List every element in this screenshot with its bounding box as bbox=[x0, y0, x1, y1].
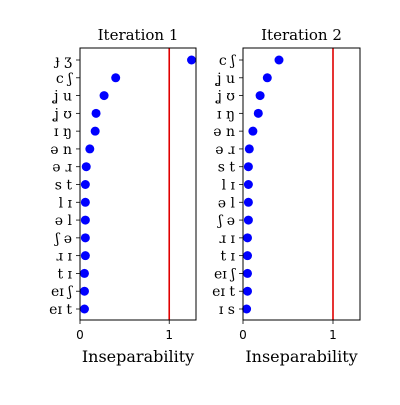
panel-1-y-tick-label-0: ɟ ʒ bbox=[53, 53, 72, 69]
panel-2-y-tick-label-10: ɹ ɪ bbox=[219, 231, 235, 247]
panel-2-point-2 bbox=[255, 91, 265, 101]
panel-1-point-2 bbox=[99, 91, 109, 101]
panel-1-y-tick-label-5: ə n bbox=[50, 142, 72, 158]
panel-1-point-4 bbox=[90, 126, 100, 136]
panel-1-y-tick-label-13: eɪ ʃ bbox=[51, 284, 73, 300]
panel-1-point-0 bbox=[187, 55, 197, 65]
panel-2-point-12 bbox=[243, 268, 252, 278]
panel-2-title: Iteration 2 bbox=[261, 26, 342, 44]
panel-2-y-tick-label-13: eɪ t bbox=[212, 284, 235, 300]
panel-1-point-8 bbox=[80, 197, 90, 207]
panel-1-y-tick-label-12: t ɪ bbox=[57, 266, 72, 282]
panel-1-y-tick-label-8: l ɪ bbox=[59, 195, 73, 211]
panel-2-y-tick-label-7: l ɪ bbox=[222, 178, 236, 194]
panel-2-point-0 bbox=[274, 55, 284, 65]
panel-2-y-tick-label-0: c ʃ bbox=[219, 53, 236, 69]
panel-2-point-7 bbox=[243, 180, 253, 189]
panel-2-y-tick-label-1: ʝ u bbox=[214, 71, 235, 87]
panel-1-y-tick-label-4: ɪ ŋ bbox=[54, 124, 72, 140]
panel-1-point-7 bbox=[80, 180, 90, 189]
panel-1-y-tick-label-7: s t bbox=[55, 178, 73, 194]
panel-2-y-tick-label-5: ə ɹ bbox=[215, 142, 235, 158]
panel-1-y-tick-label-6: ə ɹ bbox=[52, 160, 72, 176]
panel-1-y-tick-label-11: ɹ ɪ bbox=[56, 249, 72, 265]
panel-1-x-tick-label-1: 1 bbox=[165, 328, 173, 342]
panel-2-y-tick-label-4: ə n bbox=[213, 124, 235, 140]
panel-1-y-tick-label-10: ʃ ə bbox=[53, 231, 72, 247]
panel-2-y-tick-label-8: ə l bbox=[218, 195, 236, 211]
panel-1-frame bbox=[79, 47, 197, 321]
panel-1-point-5 bbox=[85, 144, 95, 154]
panel-1-point-13 bbox=[79, 286, 89, 296]
panel-1-y-tick-label-1: c ʃ bbox=[56, 71, 73, 87]
panel-1-y-tick-label-9: ə l bbox=[55, 213, 73, 229]
panel-2-y-tick-label-2: ʝ ʊ bbox=[215, 89, 235, 105]
panel-1-x-axis-label: Inseparability bbox=[82, 347, 194, 366]
panel-1-point-14 bbox=[79, 304, 89, 314]
panel-2-point-14 bbox=[242, 304, 252, 314]
panel-1-point-6 bbox=[81, 162, 91, 172]
panel-1-point-1 bbox=[111, 73, 121, 83]
panel-2: Iteration 2 Inseparability c ʃ ʝ u ʝ ʊɪ ŋ ə… bbox=[212, 26, 361, 366]
panel-1-y-tick-label-2: ʝ u bbox=[51, 89, 72, 105]
panel-2-y-tick-label-11: t ɪ bbox=[220, 249, 235, 265]
panel-1-point-11 bbox=[80, 251, 90, 261]
panel-2-point-3 bbox=[253, 108, 263, 118]
panel-2-point-11 bbox=[243, 251, 252, 261]
panel-1-point-9 bbox=[80, 215, 90, 225]
panel-1-y-tick-label-14: eɪ t bbox=[49, 302, 72, 318]
panel-2-y-tick-label-14: ɪ s bbox=[219, 302, 235, 318]
panel-1-y-tick-label-3: ʝ ʊ bbox=[52, 106, 72, 122]
panel-2-point-10 bbox=[243, 233, 252, 243]
panel-1-title: Iteration 1 bbox=[98, 26, 179, 44]
panel-2-y-tick-label-12: eɪ ʃ bbox=[214, 266, 236, 282]
panel-2-point-8 bbox=[243, 197, 253, 207]
panel-2-point-1 bbox=[262, 73, 272, 83]
panel-1-x-tick-label-0: 0 bbox=[76, 328, 84, 342]
panel-2-point-9 bbox=[243, 215, 253, 225]
panel-1-point-3 bbox=[91, 108, 101, 118]
panel-2-x-axis-label: Inseparability bbox=[245, 347, 357, 366]
panel-2-y-tick-label-6: s t bbox=[218, 160, 236, 176]
panel-1-point-10 bbox=[80, 233, 90, 243]
panel-2-x-tick-label-1: 1 bbox=[329, 328, 337, 342]
panel-2-y-tick-label-3: ɪ ŋ bbox=[217, 106, 235, 122]
panel-1-point-12 bbox=[79, 268, 89, 278]
panel-2-y-tick-label-9: ʃ ə bbox=[216, 213, 235, 229]
panel-2-point-13 bbox=[243, 286, 252, 296]
panel-2-point-5 bbox=[244, 144, 254, 154]
panel-2-point-4 bbox=[248, 126, 258, 136]
panel-1: Iteration 1 Inseparability ɟ ʒ c ʃ ʝ uʝ ʊ ɪ… bbox=[49, 26, 197, 366]
panel-2-frame bbox=[242, 47, 361, 321]
panel-2-point-6 bbox=[243, 162, 253, 172]
panel-2-x-tick-label-0: 0 bbox=[239, 328, 247, 342]
